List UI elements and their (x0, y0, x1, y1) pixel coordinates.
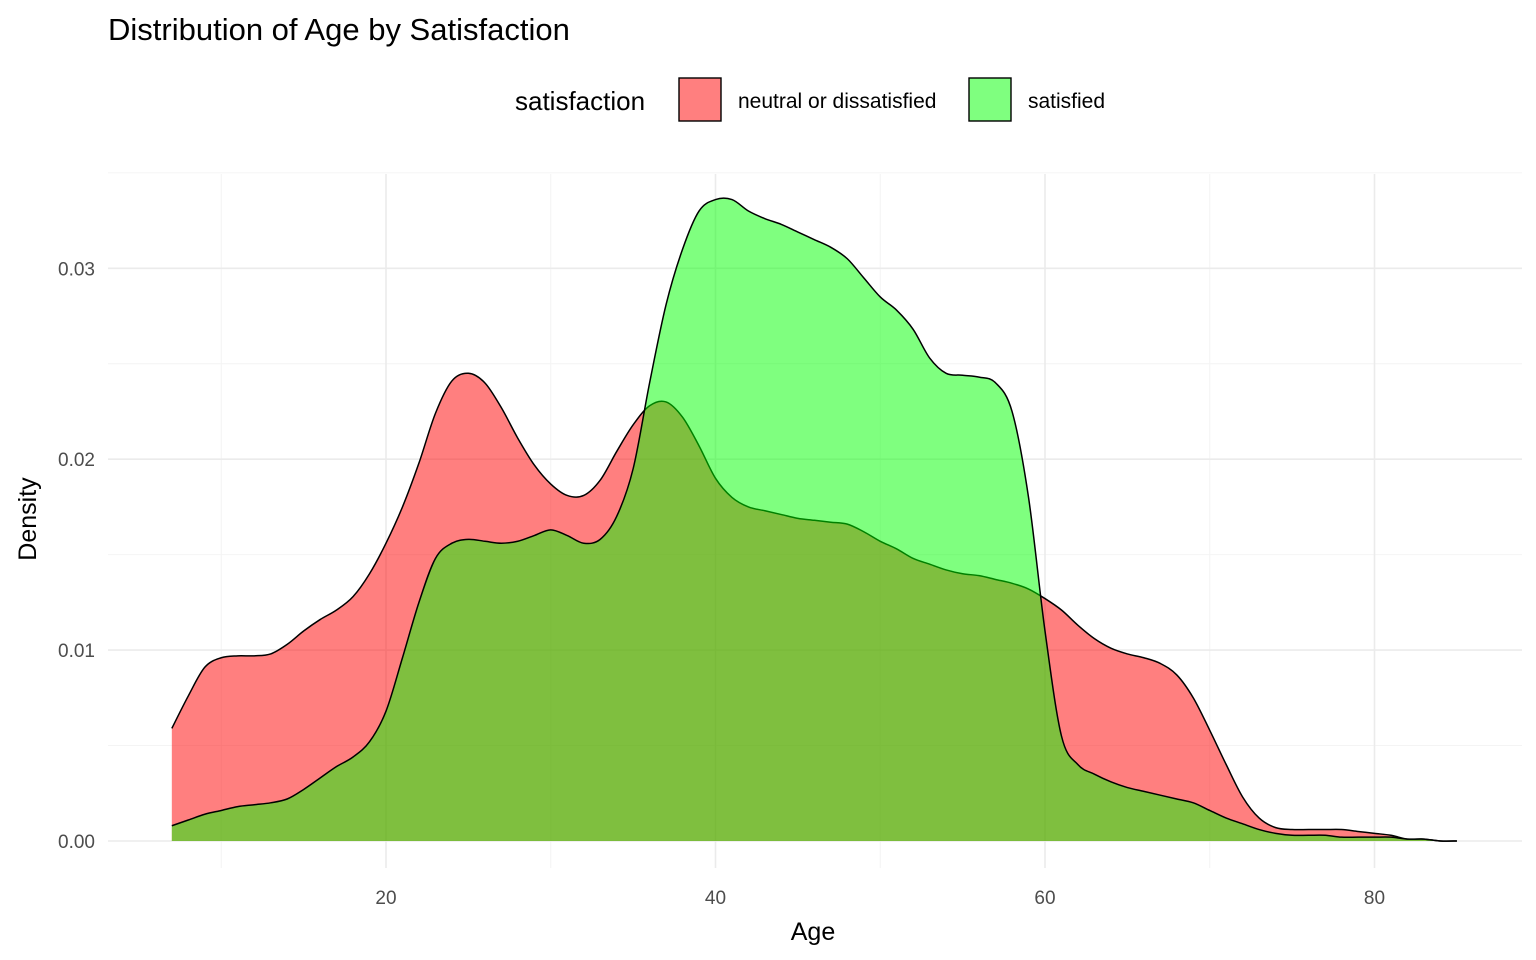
density-areas (171, 197, 1457, 842)
x-tick-label: 80 (1364, 888, 1385, 909)
legend: satisfaction neutral or dissatisfied sat… (515, 77, 1105, 122)
x-axis-title: Age (791, 918, 835, 946)
legend-label-neutral-or-dissatisfied: neutral or dissatisfied (738, 90, 936, 113)
y-tick-label: 0.02 (58, 450, 95, 471)
legend-key-neutral-or-dissatisfied (678, 77, 722, 122)
legend-key-satisfied (968, 77, 1012, 122)
y-axis-title: Density (14, 477, 42, 561)
y-tick-label: 0.00 (58, 832, 95, 853)
tick-labels: 20 40 60 80 0.00 0.01 0.02 0.03 (58, 259, 1385, 909)
x-tick-label: 60 (1034, 888, 1055, 909)
y-tick-label: 0.01 (58, 641, 95, 662)
x-tick-label: 40 (705, 888, 726, 909)
y-tick-label: 0.03 (58, 259, 95, 280)
x-tick-label: 20 (375, 888, 396, 909)
density-area-satisfied (171, 198, 1457, 842)
legend-title: satisfaction (515, 86, 645, 116)
legend-label-satisfied: satisfied (1028, 90, 1105, 113)
chart-title: Distribution of Age by Satisfaction (108, 12, 570, 47)
density-outline-satisfied (171, 197, 1457, 842)
